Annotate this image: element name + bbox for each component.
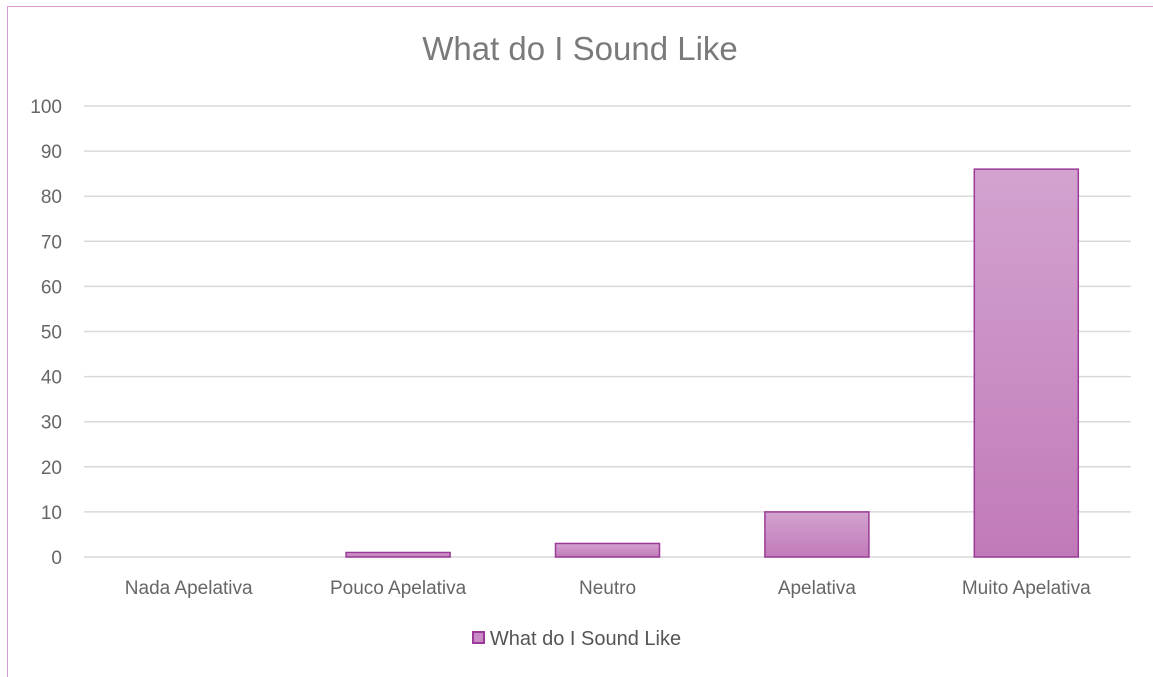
x-tick-label: Muito Apelativa <box>962 578 1091 599</box>
legend: What do I Sound Like <box>0 628 1153 651</box>
bar <box>345 551 451 558</box>
bars <box>345 168 1080 558</box>
y-tick-label: 70 <box>41 232 62 253</box>
x-tick-label: Pouco Apelativa <box>330 578 467 599</box>
chart-frame <box>7 6 1153 677</box>
y-tick-label: 80 <box>41 187 62 208</box>
y-tick-label: 40 <box>41 368 62 389</box>
bar <box>764 511 870 558</box>
y-tick-label: 50 <box>41 323 62 344</box>
legend-label: What do I Sound Like <box>489 628 682 650</box>
y-tick-label: 0 <box>51 548 62 569</box>
y-axis-ticks: 0 10 20 30 40 50 60 70 80 90 100 <box>30 97 62 569</box>
x-tick-label: Neutro <box>579 578 636 599</box>
x-tick-label: Apelativa <box>778 578 857 599</box>
y-tick-label: 20 <box>41 458 62 479</box>
chart-title: What do I Sound Like <box>422 30 738 67</box>
grid-lines <box>84 105 1131 558</box>
y-tick-label: 30 <box>41 413 62 434</box>
legend-swatch <box>471 631 485 645</box>
bar <box>973 168 1080 558</box>
y-tick-label: 90 <box>41 142 62 163</box>
x-axis-ticks: Nada Apelativa Pouco Apelativa Neutro Apela… <box>125 578 1091 599</box>
y-tick-label: 100 <box>30 97 62 118</box>
y-tick-label: 60 <box>41 277 62 298</box>
bar <box>554 542 661 558</box>
x-tick-label: Nada Apelativa <box>125 578 253 599</box>
y-tick-label: 10 <box>41 503 62 524</box>
